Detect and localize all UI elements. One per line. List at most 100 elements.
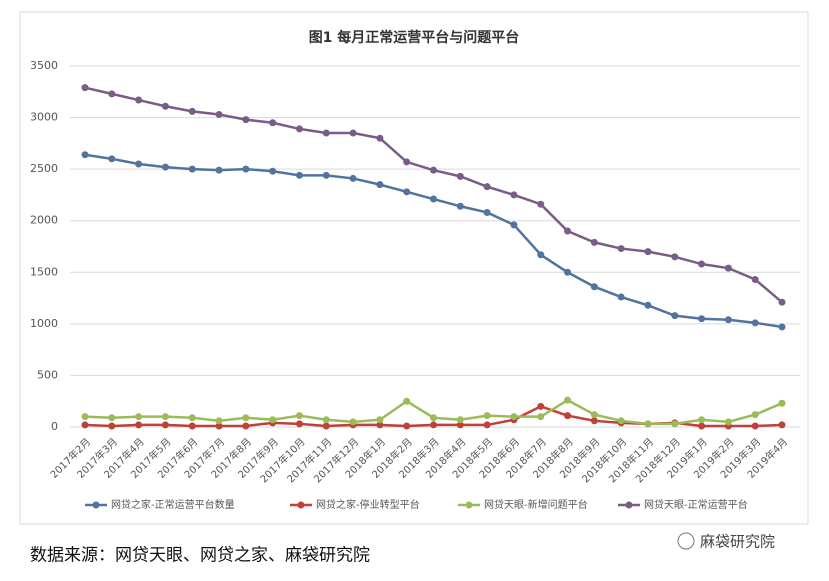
point: [376, 134, 384, 142]
legend-marker: [92, 501, 100, 509]
y-tick-label: 1500: [30, 265, 58, 278]
point: [430, 166, 437, 174]
point: [135, 96, 143, 104]
point: [430, 421, 437, 429]
point: [161, 421, 169, 429]
legend-label: 网贷之家-正常运营平台数量: [111, 498, 235, 511]
point: [135, 160, 143, 168]
point: [564, 396, 572, 404]
y-tick-label: 500: [37, 368, 58, 381]
point: [215, 417, 223, 425]
point: [81, 151, 89, 159]
point: [724, 264, 732, 272]
point: [430, 414, 437, 422]
y-tick-label: 3500: [30, 59, 58, 72]
point: [564, 268, 572, 276]
point: [108, 90, 116, 98]
point: [242, 116, 250, 124]
point: [269, 167, 277, 175]
point: [108, 414, 116, 422]
point: [617, 245, 625, 253]
point: [295, 420, 303, 428]
point: [295, 171, 303, 179]
point: [108, 422, 116, 430]
point: [778, 323, 786, 331]
point: [564, 412, 572, 420]
point: [322, 171, 330, 179]
point: [242, 422, 250, 430]
point: [161, 413, 169, 421]
point: [671, 312, 679, 320]
point: [510, 191, 518, 199]
point: [671, 253, 679, 261]
point: [295, 125, 303, 133]
y-tick-label: 2000: [30, 214, 58, 227]
point: [349, 418, 357, 426]
chart-title: 图1 每月正常运营平台与问题平台: [309, 29, 520, 46]
point: [188, 107, 196, 115]
point: [403, 397, 411, 405]
point: [483, 412, 491, 420]
point: [751, 319, 759, 327]
point: [778, 298, 786, 306]
point: [456, 172, 464, 180]
point: [644, 301, 652, 309]
y-tick-label: 3000: [30, 111, 58, 124]
point: [322, 422, 330, 430]
point: [698, 416, 706, 424]
point: [537, 251, 545, 259]
point: [322, 129, 330, 137]
point: [269, 416, 277, 424]
point: [349, 174, 357, 182]
point: [161, 102, 169, 110]
point: [456, 421, 464, 429]
point: [590, 238, 598, 246]
point: [295, 412, 303, 420]
point: [188, 422, 196, 430]
point: [242, 165, 250, 173]
point: [698, 260, 706, 268]
point: [724, 316, 732, 324]
point: [671, 420, 679, 428]
point: [483, 208, 491, 216]
point: [778, 399, 786, 407]
point: [698, 422, 706, 430]
point: [188, 165, 196, 173]
point: [698, 315, 706, 323]
point: [376, 181, 384, 189]
point: [537, 402, 545, 410]
point: [403, 422, 411, 430]
point: [403, 158, 411, 166]
point: [510, 221, 518, 229]
point: [590, 417, 598, 425]
point: [215, 110, 223, 118]
point: [81, 421, 89, 429]
point: [456, 202, 464, 210]
legend-label: 网贷天眼-新增问题平台: [484, 498, 588, 511]
point: [751, 411, 759, 419]
point: [644, 420, 652, 428]
point: [537, 200, 545, 208]
point: [537, 413, 545, 421]
legend-marker: [465, 501, 473, 509]
point: [617, 293, 625, 301]
point: [430, 195, 437, 203]
point: [376, 421, 384, 429]
source-note: 数据来源：网贷天眼、网贷之家、麻袋研究院: [30, 546, 370, 566]
point: [590, 411, 598, 419]
point: [617, 417, 625, 425]
point: [161, 163, 169, 171]
point: [564, 227, 572, 235]
wechat-icon: [677, 532, 695, 550]
point: [81, 84, 89, 92]
y-tick-label: 2500: [30, 162, 58, 175]
legend-marker: [297, 501, 305, 509]
point: [376, 416, 384, 424]
point: [215, 166, 223, 174]
point: [242, 414, 250, 422]
point: [188, 414, 196, 422]
chart-frame: [19, 11, 809, 525]
legend-label: 网贷之家-停业转型平台: [316, 498, 420, 511]
